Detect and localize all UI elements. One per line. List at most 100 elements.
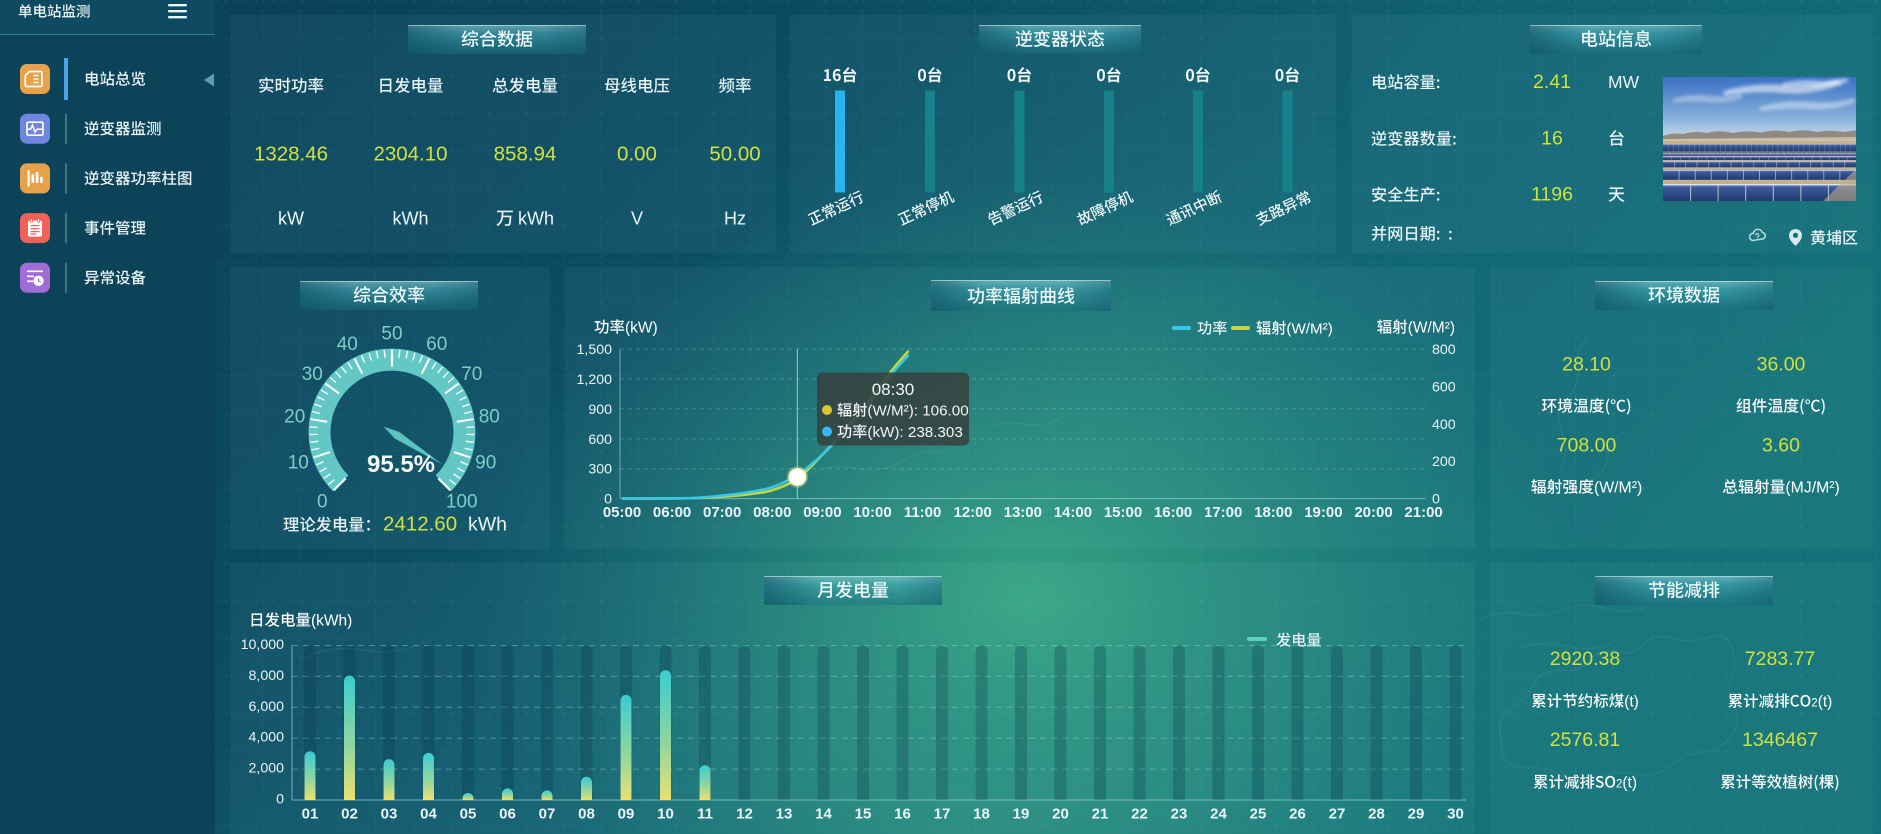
svg-text:(t): (t) <box>1818 694 1833 711</box>
svg-text:07:00: 07:00 <box>703 504 741 521</box>
svg-text:2,000: 2,000 <box>248 761 284 777</box>
svg-text:0: 0 <box>1432 492 1440 508</box>
svg-text:90: 90 <box>475 452 496 473</box>
svg-text:2: 2 <box>1616 779 1622 791</box>
svg-text:22: 22 <box>1131 806 1148 823</box>
svg-text:Hz: Hz <box>724 209 746 229</box>
svg-text:10: 10 <box>657 806 674 823</box>
svg-text:03: 03 <box>381 806 398 823</box>
svg-text:07: 07 <box>539 806 556 823</box>
svg-text:400: 400 <box>1432 417 1456 433</box>
svg-text:40: 40 <box>337 334 358 355</box>
svg-text:01: 01 <box>302 806 319 823</box>
svg-text:(W/M²): (W/M²) <box>1286 321 1332 338</box>
svg-text:800: 800 <box>1432 342 1456 358</box>
svg-text:(kWh): (kWh) <box>311 613 352 630</box>
svg-text:15: 15 <box>855 806 872 823</box>
svg-text:20: 20 <box>284 407 305 428</box>
svg-text:10,000: 10,000 <box>241 637 285 653</box>
svg-text:2: 2 <box>1811 698 1817 710</box>
svg-text:06:00: 06:00 <box>653 504 691 521</box>
svg-text:28.10: 28.10 <box>1562 354 1611 376</box>
svg-text:(W/M²): (W/M²) <box>1408 320 1455 337</box>
svg-text:21:00: 21:00 <box>1404 504 1442 521</box>
svg-text:100: 100 <box>446 492 478 513</box>
svg-text:36.00: 36.00 <box>1757 354 1806 376</box>
svg-text:08:30: 08:30 <box>872 380 915 399</box>
svg-text:2576.81: 2576.81 <box>1550 729 1621 751</box>
svg-text:29: 29 <box>1408 806 1425 823</box>
svg-text:1,200: 1,200 <box>576 372 612 388</box>
svg-text:0: 0 <box>604 492 612 508</box>
svg-text:16: 16 <box>894 806 911 823</box>
svg-text:80: 80 <box>479 407 500 428</box>
svg-text:(kW): (kW) <box>625 320 658 337</box>
svg-text:1196: 1196 <box>1531 184 1573 206</box>
svg-text:600: 600 <box>588 432 612 448</box>
svg-text:15:00: 15:00 <box>1104 504 1142 521</box>
svg-text:20:00: 20:00 <box>1354 504 1392 521</box>
svg-text:1,500: 1,500 <box>576 342 612 358</box>
svg-text:300: 300 <box>588 462 612 478</box>
svg-text:21: 21 <box>1092 806 1109 823</box>
svg-text:kWh: kWh <box>518 209 554 229</box>
svg-text:MW: MW <box>1608 72 1640 92</box>
svg-text:900: 900 <box>588 402 612 418</box>
svg-text:50: 50 <box>381 324 402 345</box>
svg-text:09:00: 09:00 <box>803 504 841 521</box>
svg-text:0: 0 <box>317 492 328 513</box>
svg-text:(MJ/M²): (MJ/M²) <box>1785 480 1839 497</box>
svg-text:600: 600 <box>1432 379 1456 395</box>
svg-text:12: 12 <box>736 806 753 823</box>
svg-text:95.5%: 95.5% <box>367 451 435 478</box>
svg-text:30: 30 <box>1447 806 1464 823</box>
svg-text:23: 23 <box>1171 806 1188 823</box>
svg-text:14:00: 14:00 <box>1054 504 1092 521</box>
svg-text:25: 25 <box>1250 806 1267 823</box>
svg-text:(kW): 238.303: (kW): 238.303 <box>867 424 962 441</box>
svg-text:8,000: 8,000 <box>248 668 284 684</box>
svg-text:14: 14 <box>815 806 832 823</box>
svg-text:6,000: 6,000 <box>248 699 284 715</box>
svg-text:1346467: 1346467 <box>1742 729 1818 751</box>
svg-text:19:00: 19:00 <box>1304 504 1342 521</box>
svg-text:11:00: 11:00 <box>904 504 942 521</box>
svg-text:17:00: 17:00 <box>1204 504 1242 521</box>
svg-text:(t): (t) <box>1624 694 1639 711</box>
svg-text:16:00: 16:00 <box>1154 504 1192 521</box>
svg-text:V: V <box>631 209 643 229</box>
svg-text:11: 11 <box>697 806 713 823</box>
svg-text:24: 24 <box>1210 806 1227 823</box>
svg-text:858.94: 858.94 <box>494 143 557 166</box>
svg-text:10: 10 <box>288 452 309 473</box>
svg-text:kWh: kWh <box>393 209 429 229</box>
svg-text:09: 09 <box>618 806 635 823</box>
svg-text:2.41: 2.41 <box>1533 71 1571 93</box>
svg-text:18:00: 18:00 <box>1254 504 1292 521</box>
svg-text:70: 70 <box>461 364 482 385</box>
svg-text:05:00: 05:00 <box>603 504 641 521</box>
svg-text:50.00: 50.00 <box>709 143 760 166</box>
svg-text:kW: kW <box>278 209 304 229</box>
svg-text:2412.60: 2412.60 <box>383 513 457 536</box>
svg-text:19: 19 <box>1013 806 1030 823</box>
svg-text:26: 26 <box>1289 806 1306 823</box>
svg-text:708.00: 708.00 <box>1557 435 1617 457</box>
svg-text:200: 200 <box>1432 454 1456 470</box>
svg-text:13: 13 <box>776 806 793 823</box>
svg-text:2304.10: 2304.10 <box>373 143 447 166</box>
svg-text:13:00: 13:00 <box>1004 504 1042 521</box>
svg-text:(W/M²): (W/M²) <box>1594 480 1642 497</box>
svg-text:0: 0 <box>276 792 284 808</box>
svg-text:02: 02 <box>341 806 358 823</box>
svg-text:7283.77: 7283.77 <box>1745 648 1816 670</box>
svg-text:06: 06 <box>499 806 516 823</box>
svg-text:(t): (t) <box>1622 775 1637 792</box>
svg-text:27: 27 <box>1329 806 1346 823</box>
svg-text:10:00: 10:00 <box>853 504 891 521</box>
svg-text:28: 28 <box>1368 806 1385 823</box>
svg-text:16: 16 <box>1541 128 1563 150</box>
svg-text:30: 30 <box>302 364 323 385</box>
svg-text:08: 08 <box>578 806 595 823</box>
svg-text:12:00: 12:00 <box>954 504 992 521</box>
